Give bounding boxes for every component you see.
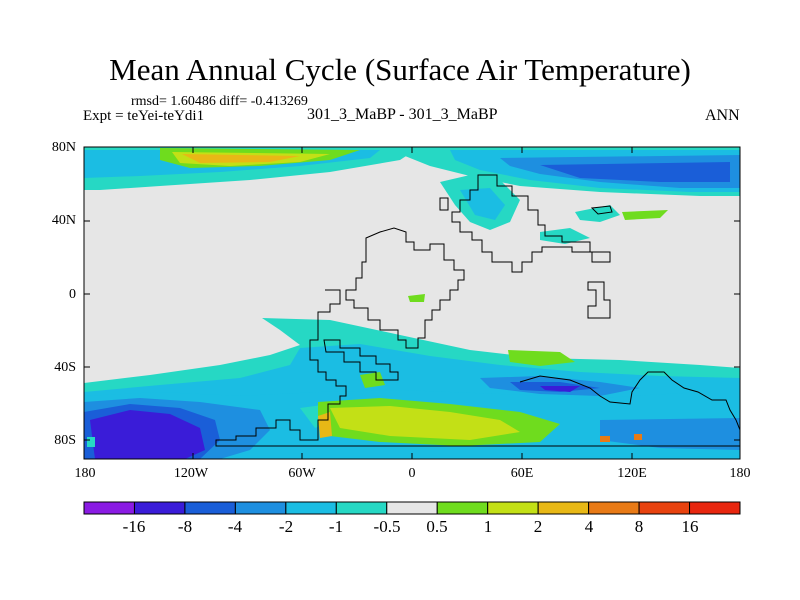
colorbar-label: -4 bbox=[227, 517, 243, 536]
colorbar bbox=[83, 501, 741, 515]
colorbar-label: 16 bbox=[681, 517, 699, 536]
comparison-label: 301_3_MaBP - 301_3_MaBP bbox=[307, 106, 498, 123]
coastline bbox=[215, 174, 740, 447]
contour-region bbox=[182, 154, 300, 163]
lon-tick-label: 120E bbox=[617, 466, 647, 481]
colorbar-swatch bbox=[335, 501, 388, 515]
colorbar-swatch bbox=[386, 501, 438, 515]
contour-region bbox=[622, 210, 668, 220]
contour-region bbox=[460, 188, 505, 220]
lat-tick-label: 0 bbox=[69, 287, 76, 302]
colorbar-label: -8 bbox=[177, 517, 193, 536]
lat-tick-label: 40N bbox=[51, 213, 76, 228]
lon-tick-label: 60W bbox=[288, 466, 316, 481]
colorbar-label: -2 bbox=[278, 517, 294, 536]
map-frame bbox=[83, 146, 741, 460]
contour-region bbox=[540, 162, 730, 182]
contour-region bbox=[600, 418, 740, 450]
colorbar-swatch bbox=[537, 501, 590, 515]
contour-region bbox=[408, 294, 425, 302]
contour-region bbox=[508, 350, 575, 366]
contour-region bbox=[634, 434, 642, 440]
contour-region bbox=[540, 386, 580, 392]
contour-region bbox=[600, 436, 610, 442]
colorbar-swatch bbox=[487, 501, 539, 515]
lat-tick-label: 80N bbox=[51, 140, 76, 155]
experiment-label: Expt = teYei-teYdi1 bbox=[83, 108, 205, 124]
colorbar-label: -1 bbox=[328, 517, 344, 536]
lon-tick-label: 120W bbox=[173, 466, 209, 481]
contour-region bbox=[360, 372, 385, 388]
stats-label: rmsd= 1.60486 diff= -0.413269 bbox=[131, 94, 308, 109]
colorbar-label: 2 bbox=[533, 517, 543, 536]
lon-tick-label: 180 bbox=[74, 466, 96, 481]
colorbar-label: 1 bbox=[483, 517, 493, 536]
colorbar-swatch bbox=[588, 501, 640, 515]
colorbar-swatch bbox=[689, 501, 741, 515]
colorbar-swatch bbox=[285, 501, 337, 515]
contour-region bbox=[330, 406, 520, 440]
colorbar-label: -16 bbox=[122, 517, 146, 536]
contour-region bbox=[540, 228, 590, 244]
chart-title: Mean Annual Cycle (Surface Air Temperatu… bbox=[109, 52, 691, 87]
colorbar-label: 0.5 bbox=[426, 517, 448, 536]
colorbar-swatch bbox=[83, 501, 135, 515]
colorbar-label: 8 bbox=[634, 517, 644, 536]
colorbar-label: -0.5 bbox=[373, 517, 401, 536]
colorbar-swatch bbox=[184, 501, 236, 515]
lat-tick-label: 80S bbox=[54, 433, 76, 448]
contour-region bbox=[87, 437, 95, 447]
colorbar-swatch bbox=[133, 501, 186, 515]
lon-tick-label: 60E bbox=[510, 466, 534, 481]
season-label: ANN bbox=[705, 107, 740, 124]
contour-region bbox=[90, 410, 205, 459]
colorbar-swatch bbox=[234, 501, 287, 515]
colorbar-label: 4 bbox=[584, 517, 594, 536]
contour-field bbox=[84, 147, 740, 459]
contour-region bbox=[318, 412, 332, 438]
lon-tick-label: 0 bbox=[408, 466, 416, 481]
lat-tick-label: 40S bbox=[54, 360, 76, 375]
lon-tick-label: 180 bbox=[729, 466, 751, 481]
colorbar-swatch bbox=[436, 501, 489, 515]
colorbar-swatch bbox=[638, 501, 691, 515]
